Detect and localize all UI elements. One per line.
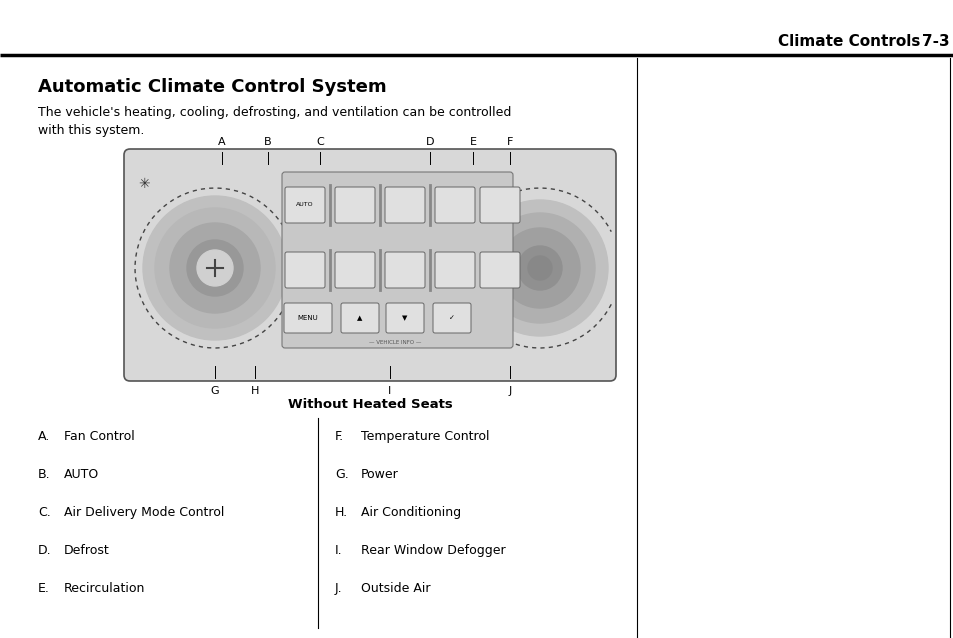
Circle shape <box>472 200 607 336</box>
FancyBboxPatch shape <box>386 303 423 333</box>
Text: D.: D. <box>38 544 51 557</box>
Circle shape <box>484 213 595 323</box>
Text: E: E <box>469 137 476 147</box>
Text: Defrost: Defrost <box>64 544 110 557</box>
Text: I: I <box>388 386 392 396</box>
Text: ✓: ✓ <box>449 315 455 321</box>
Text: AUTO: AUTO <box>295 202 314 207</box>
FancyBboxPatch shape <box>385 252 424 288</box>
Text: ▼: ▼ <box>402 315 407 321</box>
Text: I.: I. <box>335 544 342 557</box>
Text: F: F <box>506 137 513 147</box>
Text: A.: A. <box>38 430 51 443</box>
FancyBboxPatch shape <box>479 252 519 288</box>
FancyBboxPatch shape <box>285 187 325 223</box>
Text: Temperature Control: Temperature Control <box>360 430 489 443</box>
Text: Without Heated Seats: Without Heated Seats <box>287 398 452 411</box>
FancyBboxPatch shape <box>435 187 475 223</box>
Text: H: H <box>251 386 259 396</box>
Text: 7-3: 7-3 <box>922 34 949 50</box>
Text: Rear Window Defogger: Rear Window Defogger <box>360 544 505 557</box>
FancyBboxPatch shape <box>284 303 332 333</box>
FancyBboxPatch shape <box>433 303 471 333</box>
FancyBboxPatch shape <box>124 149 616 381</box>
Text: AUTO: AUTO <box>64 468 99 481</box>
Text: A: A <box>218 137 226 147</box>
Circle shape <box>196 250 233 286</box>
Text: D: D <box>425 137 434 147</box>
Text: MENU: MENU <box>297 315 318 321</box>
FancyBboxPatch shape <box>385 187 424 223</box>
Circle shape <box>527 256 552 280</box>
Text: Air Delivery Mode Control: Air Delivery Mode Control <box>64 506 224 519</box>
Text: E.: E. <box>38 582 50 595</box>
Text: B.: B. <box>38 468 51 481</box>
Text: J.: J. <box>335 582 342 595</box>
Text: Power: Power <box>360 468 398 481</box>
Text: ✳: ✳ <box>138 177 150 191</box>
Text: Fan Control: Fan Control <box>64 430 134 443</box>
Text: C: C <box>315 137 323 147</box>
Circle shape <box>143 196 287 340</box>
Circle shape <box>499 228 579 308</box>
Text: Air Conditioning: Air Conditioning <box>360 506 460 519</box>
Text: G: G <box>211 386 219 396</box>
Text: Climate Controls: Climate Controls <box>777 34 919 50</box>
Text: ▲: ▲ <box>357 315 362 321</box>
Text: F.: F. <box>335 430 344 443</box>
FancyBboxPatch shape <box>285 252 325 288</box>
FancyBboxPatch shape <box>335 252 375 288</box>
Text: G.: G. <box>335 468 349 481</box>
Circle shape <box>187 240 243 296</box>
Circle shape <box>154 208 274 328</box>
FancyBboxPatch shape <box>435 252 475 288</box>
Text: H.: H. <box>335 506 348 519</box>
Text: B: B <box>264 137 272 147</box>
Text: — VEHICLE INFO —: — VEHICLE INFO — <box>369 339 420 345</box>
Text: C.: C. <box>38 506 51 519</box>
FancyBboxPatch shape <box>340 303 378 333</box>
Circle shape <box>170 223 260 313</box>
Text: The vehicle's heating, cooling, defrosting, and ventilation can be controlled
wi: The vehicle's heating, cooling, defrosti… <box>38 106 511 137</box>
FancyBboxPatch shape <box>479 187 519 223</box>
Text: Recirculation: Recirculation <box>64 582 145 595</box>
FancyBboxPatch shape <box>335 187 375 223</box>
Text: Outside Air: Outside Air <box>360 582 430 595</box>
Text: J: J <box>508 386 511 396</box>
Circle shape <box>517 246 561 290</box>
FancyBboxPatch shape <box>282 172 513 348</box>
Text: Automatic Climate Control System: Automatic Climate Control System <box>38 78 386 96</box>
